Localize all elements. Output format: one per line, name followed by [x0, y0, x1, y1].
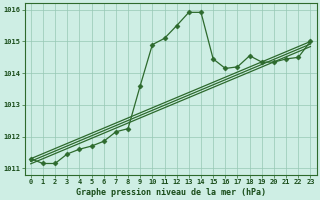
X-axis label: Graphe pression niveau de la mer (hPa): Graphe pression niveau de la mer (hPa) [76, 188, 266, 197]
